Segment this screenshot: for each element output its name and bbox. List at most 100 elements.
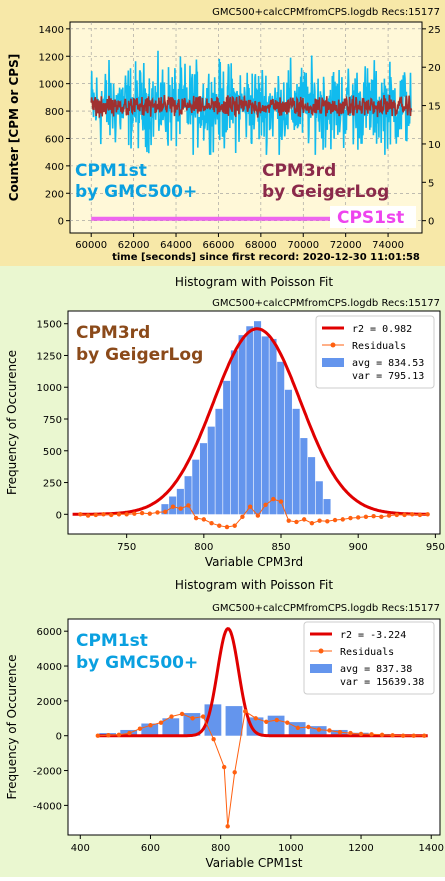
annotation-cpm1st: CPM1st (75, 161, 147, 181)
cpm1st-hist-x-tick-label: 800 (211, 843, 230, 854)
cpm3rd-hist-bar (323, 499, 331, 515)
cpm3rd-hist-legend-avg: avg = 834.53 (352, 358, 424, 369)
cpm1st-hist-residual-point (358, 731, 364, 737)
cpm1st-hist-residual-point (379, 732, 385, 738)
cpm3rd-hist-residual-point (278, 499, 284, 504)
cpm3rd-hist-bar (199, 443, 208, 515)
cpm1st-hist-residual-point (274, 717, 280, 723)
cpm3rd-hist-bar (223, 380, 231, 515)
annotation-by-geigerlog: by GeigerLog (262, 182, 389, 202)
cpm1st-hist-bar (183, 713, 201, 736)
cpm1st-hist-residual-point (327, 728, 332, 733)
cpm3rd-hist-residual-point (217, 523, 222, 528)
cpm3rd-hist-residual-point (425, 512, 430, 517)
right-y-tick-label: 0 (428, 217, 434, 228)
timeseries-chart: GMC500+calcCPMfromCPS.logdb Recs:15177 0 2… (7, 7, 441, 263)
cpm1st-hist-y-tick-label: 0 (56, 732, 62, 743)
y-tick-label: 200 (45, 189, 64, 200)
cpm3rd-hist-y-tick-label: 1250 (37, 351, 62, 362)
cpm1st-hist-residual-point (148, 723, 153, 728)
cpm1st-hist-residual-point (137, 726, 143, 731)
cpm3rd-hist-residual-point (147, 511, 153, 516)
right-y-tick-label: 25 (428, 25, 441, 36)
cpm3rd-hist-residual-point (232, 523, 237, 528)
cpm1st-hist-residual-point (127, 730, 132, 736)
cpm1st-hist-residual-point (190, 716, 195, 721)
cpm3rd-hist-legend-var: var = 795.13 (352, 371, 424, 382)
cpm3rd-hist-x-tick-label: 950 (426, 542, 445, 553)
cpm3rd-hist-x-tick-label: 750 (117, 542, 136, 553)
cpm1st-hist-x-tick-label: 1400 (418, 843, 443, 854)
cpm3rd-hist-xlabel: Variable CPM3rd (205, 555, 303, 569)
cpm3rd-hist-residual-point (93, 512, 98, 518)
cpm3rd-hist-residual-point (132, 511, 137, 516)
cpm3rd-hist-residual-point (247, 504, 253, 509)
cpm3rd-hist-residual-point (124, 512, 129, 517)
cpm3rd-hist-residual-point (332, 517, 338, 523)
cpm3rd-hist-residual-point (263, 502, 268, 507)
y-tick-label: 0 (58, 217, 64, 228)
cpm3rd-hist-legend-box (315, 315, 435, 389)
cpm1st-hist-residual-point (243, 709, 248, 714)
cpm3rd-hist-legend-bar-swatch (322, 358, 344, 367)
cpm1st-hist-residual-point (264, 719, 269, 724)
cpm1st-hist-residual-point (295, 725, 301, 731)
cpm3rd-hist-bar (300, 438, 308, 515)
cpm3rd-hist-bar (161, 504, 169, 515)
cpm3rd-hist-residual-point (255, 513, 261, 518)
cpm1st-hist-residual-point (390, 733, 395, 738)
cpm3rd-hist-bar (238, 335, 246, 515)
series-cpm3rd-line (90, 94, 413, 118)
cpm1st-hist-legend-residuals: Residuals (340, 647, 394, 658)
y-tick-label: 1000 (39, 80, 64, 91)
cpm3rd-hist-bar (277, 361, 285, 515)
cpm1st-hist-legend-var: var = 15639.38 (340, 677, 424, 688)
cpm3rd-hist-y-tick-label: 0 (56, 510, 62, 521)
cpm3rd-hist-x-tick-label: 900 (349, 542, 368, 553)
cpm1st-hist-residual-point (422, 733, 427, 738)
cpm1st-hist-y-tick-label: 2000 (37, 697, 62, 708)
cpm1st-hist-residual-point (200, 714, 206, 719)
cpm3rd-hist-residual-point (371, 514, 376, 519)
cpm3rd-hist-legend-residual-marker (330, 342, 336, 348)
cpm3rd-hist-y-tick-label: 750 (43, 415, 62, 426)
x-tick-label: 62000 (118, 240, 150, 251)
cpm1st-hist-residual-point (285, 720, 290, 725)
cpm3rd-hist-bar (308, 457, 316, 515)
cpm3rd-hist-bar (254, 321, 262, 515)
cpm1st-hist-y-tick-label: -2000 (33, 767, 62, 778)
cpm1st-hist-residual-point (232, 770, 237, 775)
cpm1st-hist-x-tick-label: 1000 (278, 843, 303, 854)
x-tick-label: 66000 (203, 240, 235, 251)
cpm3rd-hist-x-tick-label: 800 (194, 542, 213, 553)
cpm3rd-hist-bar (284, 389, 292, 515)
cpm1st-hist-residual-point (411, 733, 416, 738)
cpm1st-hist-y-tick-label: 6000 (37, 627, 62, 638)
cpm1st-hist-residual-point (221, 764, 227, 770)
cpm3rd-hist-bar (292, 408, 300, 515)
annotation-by-gmc500: by GMC500+ (75, 182, 197, 202)
cpm3rd-hist-annotation-line1: CPM3rd (76, 323, 150, 343)
cpm3rd-hist-bar (269, 338, 277, 515)
cpm1st-hist-y-tick-label: 4000 (37, 662, 62, 673)
cpm3rd-hist-y-tick-label: 500 (43, 447, 62, 458)
right-y-tick-label: 15 (428, 102, 441, 113)
cpm1st-hist-residual-point (316, 727, 322, 732)
cpm1st-hist-legend-r2: r2 = -3.224 (340, 630, 406, 641)
cpm3rd-hist-bar (230, 350, 238, 515)
cpm3rd-hist-residual-point (386, 513, 392, 518)
cpm3rd-hist-residual-point (85, 513, 91, 518)
cpm3rd-hist-residual-point (348, 515, 353, 521)
y-tick-label: 600 (45, 134, 64, 145)
cpm3rd-hist-residual-point (410, 512, 415, 517)
cpm1st-hist-chart: Histogram with Poisson Fit GMC500+calcCPM… (5, 578, 444, 870)
cpm3rd-hist-residual-point (340, 517, 345, 522)
timeseries-xlabel: time [seconds] since first record: 2020-… (112, 252, 420, 263)
cpm3rd-hist-chart: Histogram with Poisson Fit GMC500+calcCPM… (5, 275, 445, 569)
cpm1st-hist-residual-point (169, 714, 174, 719)
cpm1st-hist-legend-box (303, 621, 435, 695)
timeseries-header: GMC500+calcCPMfromCPS.logdb Recs:15177 (212, 7, 440, 18)
x-tick-label: 74000 (372, 240, 404, 251)
right-y-tick-label: 5 (428, 178, 434, 189)
